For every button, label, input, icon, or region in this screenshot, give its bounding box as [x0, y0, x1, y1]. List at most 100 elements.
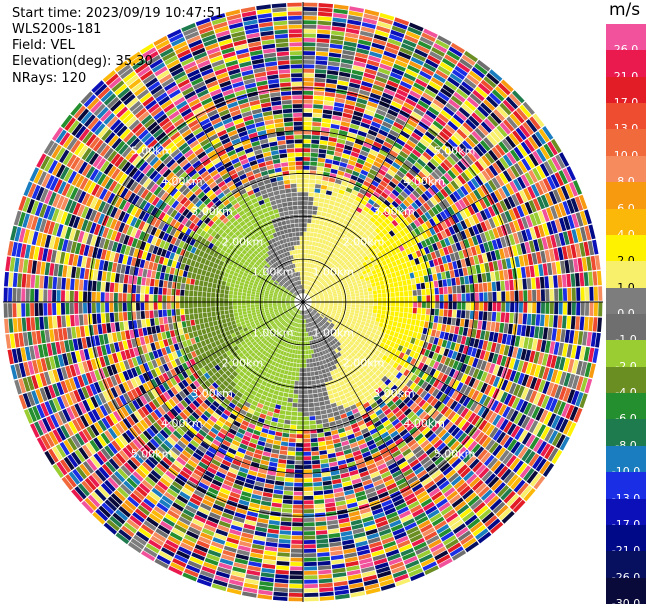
- radar-gate: [328, 56, 341, 63]
- radar-gate: [407, 64, 420, 74]
- radar-gate: [311, 298, 316, 301]
- radar-gate: [395, 302, 400, 307]
- radar-gate: [421, 355, 428, 364]
- radar-gate: [425, 220, 433, 229]
- radar-gate: [447, 120, 459, 131]
- radar-gate: [349, 312, 355, 316]
- radar-gate: [289, 389, 294, 394]
- radar-gate: [395, 224, 403, 232]
- radar-gate: [413, 325, 419, 333]
- radar-gate: [319, 582, 333, 588]
- radar-gate: [274, 386, 281, 391]
- radar-gate: [398, 317, 403, 323]
- radar-gate: [324, 306, 329, 309]
- radar-gate: [326, 246, 331, 251]
- radar-gate: [476, 212, 484, 223]
- radar-gate: [364, 276, 370, 282]
- radar-gate: [393, 265, 399, 272]
- radar-gate: [318, 224, 324, 230]
- radar-gate: [343, 282, 348, 286]
- radar-gate: [491, 89, 505, 102]
- radar-gate: [391, 25, 406, 34]
- radar-gate: [307, 372, 311, 377]
- radar-gate: [432, 225, 440, 234]
- radar-gate: [276, 561, 290, 566]
- radar-gate: [525, 362, 533, 375]
- radar-gate: [395, 327, 401, 333]
- radar-gate: [368, 336, 374, 342]
- radar-gate: [391, 261, 397, 267]
- radar-gate: [435, 345, 441, 354]
- radar-gate: [420, 214, 428, 223]
- radar-gate: [492, 227, 500, 239]
- radar-gate: [293, 500, 303, 505]
- radar-gate: [309, 293, 313, 297]
- radar-gate: [349, 326, 354, 331]
- radar-gate: [359, 311, 364, 315]
- radar-gate: [380, 96, 392, 105]
- radar-gate: [535, 314, 541, 326]
- radar-gate: [569, 330, 575, 344]
- radar-gate: [563, 358, 570, 372]
- radar-gate: [377, 104, 389, 113]
- radar-gate: [371, 269, 377, 275]
- radar-gate: [417, 40, 432, 50]
- radar-gate: [499, 102, 512, 116]
- radar-gate: [319, 587, 334, 593]
- radar-gate: [563, 302, 568, 315]
- radar-gate: [352, 281, 357, 286]
- radar-gate: [393, 343, 400, 350]
- radar-gate: [264, 442, 273, 449]
- radar-gate: [290, 553, 303, 558]
- radar-gate: [582, 331, 588, 346]
- radar-gate: [419, 248, 426, 256]
- radar-gate: [280, 369, 285, 374]
- radar-gate: [278, 539, 291, 544]
- radar-gate: [347, 263, 353, 269]
- radar-gate: [347, 212, 354, 218]
- radar-gate: [388, 320, 393, 326]
- radar-gate: [375, 172, 384, 180]
- radar-gate: [304, 276, 306, 281]
- radar-gate: [311, 273, 314, 278]
- radar-gate: [426, 267, 432, 275]
- radar-gate: [448, 333, 454, 342]
- radar-gate: [427, 187, 436, 196]
- radar-gate: [499, 344, 506, 355]
- radar-gate: [346, 23, 361, 30]
- radar-gate: [315, 265, 319, 270]
- radar-gate: [368, 233, 375, 240]
- radar-gate: [311, 305, 315, 308]
- radar-gate: [330, 214, 336, 220]
- radar-gate: [277, 547, 291, 553]
- radar-gate: [266, 533, 279, 539]
- radar-gate: [310, 148, 319, 153]
- radar-gate: [523, 188, 532, 201]
- radar-gate: [494, 322, 500, 333]
- radar-gate: [391, 125, 402, 134]
- radar-gate: [550, 369, 559, 383]
- radar-gate: [381, 145, 391, 153]
- radar-gate: [307, 345, 311, 350]
- radar-gate: [309, 272, 313, 277]
- radar-gate: [483, 351, 490, 361]
- radar-gate: [354, 106, 365, 113]
- radar-gate: [362, 246, 368, 252]
- radar-gate: [329, 421, 336, 427]
- radar-gate: [497, 82, 511, 96]
- radar-gate: [332, 406, 339, 413]
- radar-gate: [452, 285, 457, 294]
- radar-gate: [452, 360, 459, 370]
- radar-gate: [496, 389, 504, 402]
- radar-gate: [324, 163, 332, 169]
- radar-gate: [358, 173, 367, 180]
- radar-gate: [422, 269, 428, 276]
- radar-gate: [539, 276, 545, 289]
- radar-gate: [353, 263, 358, 269]
- radar-gate: [460, 335, 467, 345]
- radar-gate: [416, 158, 426, 168]
- radar-gate: [468, 115, 480, 127]
- radar-gate: [315, 175, 323, 180]
- radar-gate: [551, 262, 557, 275]
- radar-gate: [323, 235, 328, 241]
